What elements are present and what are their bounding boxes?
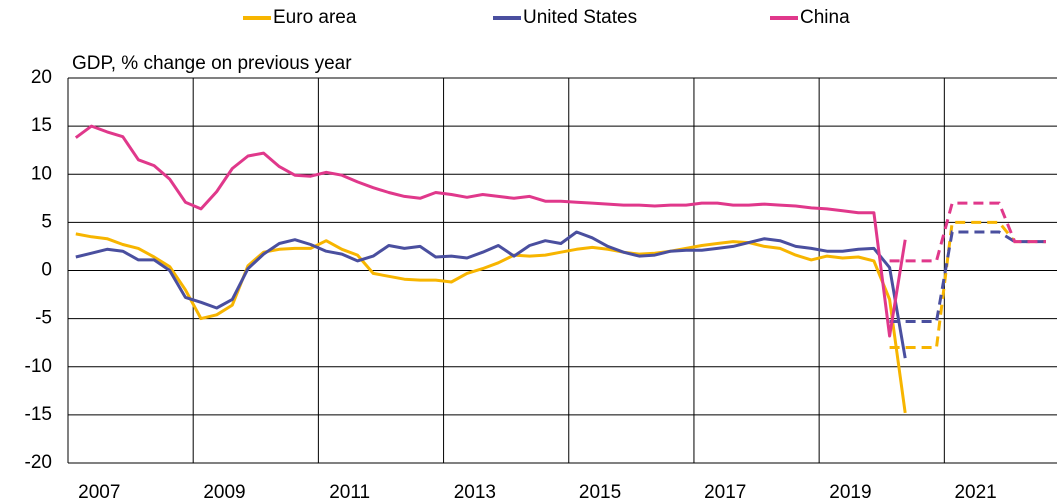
- y-tick-label: 0: [41, 260, 52, 281]
- y-tick-label: -15: [25, 404, 52, 425]
- y-tick-label: -10: [25, 356, 52, 377]
- x-tick-label: 2013: [454, 482, 496, 503]
- series-line: [75, 230, 907, 359]
- x-tick-label: 2017: [704, 482, 746, 503]
- y-axis-label: GDP, % change on previous year: [72, 53, 352, 74]
- legend-label: United States: [523, 7, 637, 28]
- y-tick-label: 20: [31, 67, 52, 88]
- legend-label: China: [800, 7, 850, 28]
- projection-line: [889, 201, 1046, 263]
- series-line: [75, 232, 907, 414]
- projection-line: [889, 230, 1046, 323]
- y-tick-label: -20: [25, 452, 52, 473]
- x-tick-label: 2011: [329, 482, 370, 503]
- x-tick-label: 2019: [829, 482, 871, 503]
- series-line: [74, 124, 907, 338]
- x-tick-label: 2021: [954, 482, 996, 503]
- legend: Euro area United States China: [243, 7, 850, 28]
- plot-area: [74, 124, 1046, 414]
- x-tick-label: 2009: [203, 482, 245, 503]
- x-tick-label: 2007: [78, 482, 120, 503]
- y-tick-label: 15: [31, 115, 52, 136]
- x-tick-label: 2015: [579, 482, 621, 503]
- y-tick-label: -5: [35, 308, 52, 329]
- legend-label: Euro area: [273, 7, 357, 28]
- y-tick-label: 5: [41, 211, 52, 232]
- y-tick-label: 10: [31, 163, 52, 184]
